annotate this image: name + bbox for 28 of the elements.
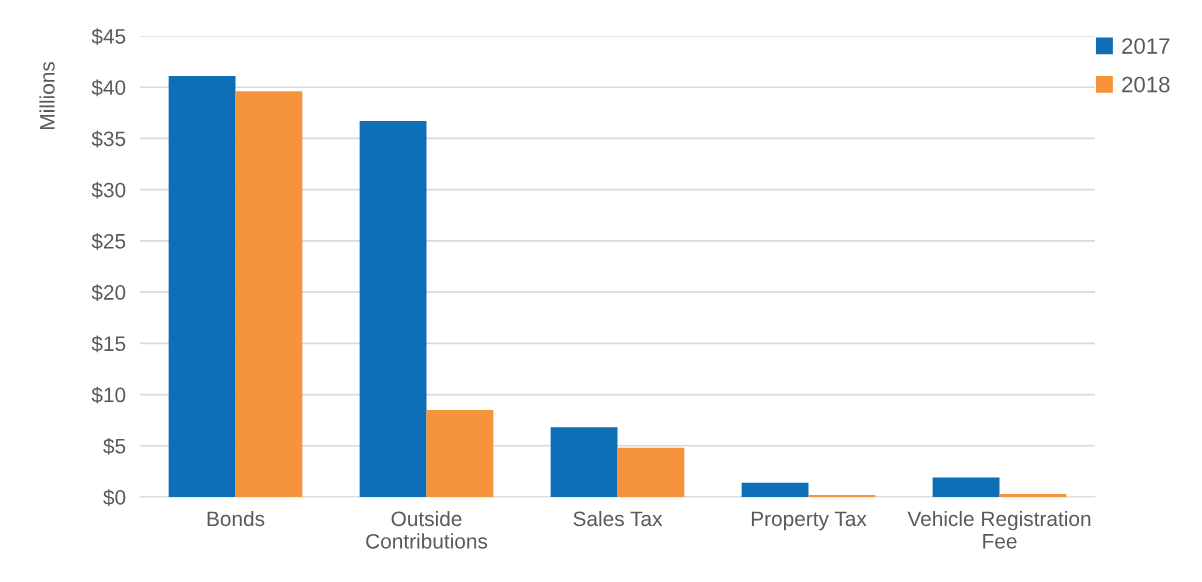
bar [932, 477, 1000, 497]
y-tick-label: $20 [91, 284, 126, 302]
bar [235, 91, 303, 497]
y-tick-label: $5 [103, 437, 126, 455]
bar [168, 75, 236, 497]
y-tick-label: $0 [103, 489, 126, 506]
y-tick-label: $15 [91, 335, 126, 353]
legend-label: 2017 [1122, 38, 1170, 54]
y-tick-label: $40 [91, 79, 126, 97]
x-tick-label: Bonds [207, 510, 265, 527]
y-tick-label: $25 [91, 233, 126, 250]
x-tick-label: Vehicle Registration Fee [907, 510, 1091, 549]
bar [617, 447, 685, 497]
y-tick-label: $45 [91, 28, 126, 45]
y-tick-label: $35 [91, 130, 126, 148]
bar [550, 427, 618, 497]
y-tick-label: $30 [91, 181, 126, 199]
x-tick-label: Sales Tax [573, 510, 663, 527]
bar [359, 121, 427, 497]
y-tick-label: $10 [91, 386, 126, 404]
x-tick-label: Property Tax [751, 511, 867, 531]
bar [808, 494, 876, 497]
bar [741, 482, 809, 497]
bar [426, 409, 494, 497]
x-tick-label: Outside Contributions [366, 510, 488, 549]
y-axis-title: Millions [39, 61, 55, 129]
bar [999, 493, 1067, 497]
legend-label: 2018 [1122, 76, 1170, 93]
